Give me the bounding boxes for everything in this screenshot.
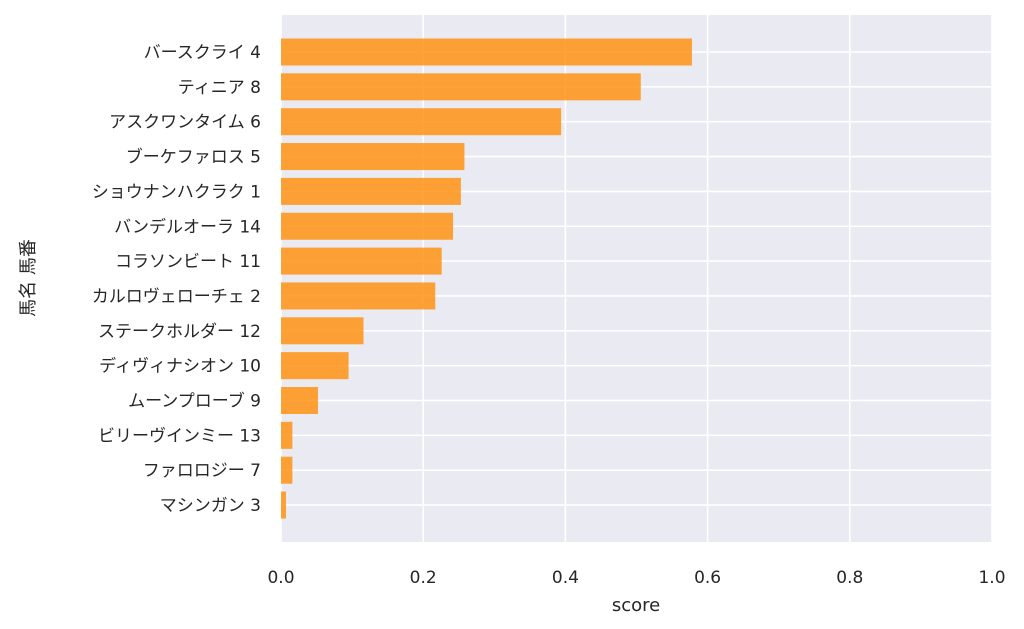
y-tick-label: ビリーヴインミー 13 <box>98 426 261 446</box>
bar <box>281 282 436 310</box>
y-tick-label: バースクライ 4 <box>144 43 261 63</box>
bar <box>281 177 461 205</box>
y-tick-label: ティニア 8 <box>178 78 261 98</box>
bar <box>281 143 465 171</box>
bar <box>281 212 454 240</box>
bar <box>281 108 562 136</box>
x-tick-label: 0.2 <box>410 568 437 588</box>
y-tick-label: カルロヴェローチェ 2 <box>92 287 261 307</box>
bar <box>281 73 641 101</box>
y-tick-label: マシンガン 3 <box>160 496 261 516</box>
bar <box>281 387 318 414</box>
bar <box>281 491 286 519</box>
y-tick-label: ディヴィナシオン 10 <box>99 356 261 377</box>
x-tick-label: 0.8 <box>836 568 863 588</box>
bar <box>281 352 349 380</box>
x-tick-label: 0.6 <box>694 568 721 588</box>
x-tick-labels: 0.0 0.2 0.4 0.6 0.8 1.0 <box>267 568 1005 588</box>
y-tick-label: ファロロジー 7 <box>143 461 261 481</box>
y-tick-label: コラソンビート 11 <box>115 252 261 272</box>
x-axis-label: score <box>612 595 660 616</box>
x-tick-label: 0.4 <box>552 568 579 588</box>
y-tick-labels: バースクライ 4 ティニア 8 アスクワンタイム 6 ブーケファロス 5 ショウナンハク… <box>92 43 261 516</box>
y-tick-label: ブーケファロス 5 <box>126 147 261 168</box>
y-tick-label: ショウナンハクラク 1 <box>92 182 261 202</box>
x-tick-label: 1.0 <box>978 568 1005 588</box>
bars <box>281 38 692 519</box>
bar <box>281 456 293 484</box>
bar <box>281 247 442 275</box>
x-tick-label: 0.0 <box>267 568 294 588</box>
y-tick-label: バンデルオーラ 14 <box>114 216 261 237</box>
plot-background <box>281 15 992 542</box>
y-tick-label: ムーンプローブ 9 <box>128 391 261 412</box>
bar <box>281 421 293 449</box>
y-tick-label: ステークホルダー 12 <box>98 322 261 342</box>
y-axis-label: 馬名 馬番 <box>18 239 39 317</box>
bar <box>281 38 692 66</box>
y-tick-label: アスクワンタイム 6 <box>109 113 261 133</box>
bar <box>281 317 364 345</box>
